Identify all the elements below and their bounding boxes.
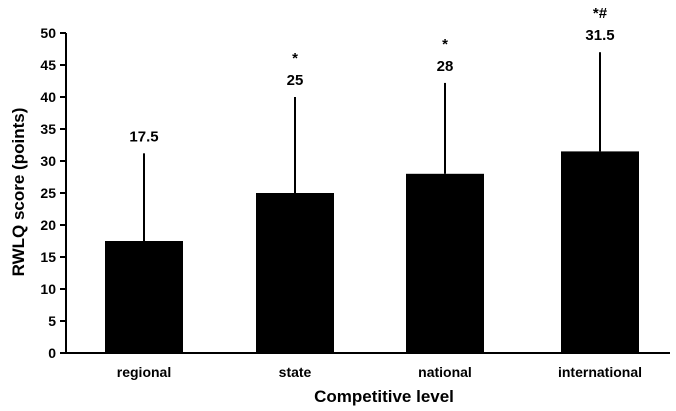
y-tick-label-25: 25	[40, 185, 56, 201]
value-label-international: 31.5	[585, 27, 614, 44]
y-axis: 0 5 10 15 20 25 30 35 40 45 50	[40, 25, 67, 361]
significance-label-state: *	[292, 50, 298, 67]
y-tick-label-15: 15	[40, 249, 56, 265]
y-tick-label-30: 30	[40, 153, 56, 169]
bar-international	[561, 151, 639, 353]
bar-regional	[105, 241, 183, 353]
y-tick-label-45: 45	[40, 57, 56, 73]
x-axis-title: Competitive level	[314, 387, 454, 406]
value-label-national: 28	[437, 58, 454, 75]
x-axis: regional state national international	[66, 352, 670, 380]
value-label-state: 25	[287, 72, 304, 89]
y-tick-label-10: 10	[40, 281, 56, 297]
y-tick-label-50: 50	[40, 25, 56, 41]
bar-state	[256, 193, 334, 353]
y-tick-label-20: 20	[40, 217, 56, 233]
y-tick-label-40: 40	[40, 89, 56, 105]
y-tick-label-35: 35	[40, 121, 56, 137]
bar-national	[406, 173, 484, 353]
x-tick-label-regional: regional	[117, 364, 171, 380]
bar-labels: 17.5 25 * 28 * 31.5 *#	[129, 5, 614, 145]
error-bars	[143, 52, 601, 241]
significance-label-international: *#	[593, 5, 608, 22]
x-tick-label-state: state	[279, 364, 312, 380]
x-tick-label-national: national	[418, 364, 472, 380]
y-axis-title: RWLQ score (points)	[9, 108, 28, 277]
bars	[105, 151, 639, 353]
y-tick-label-0: 0	[48, 345, 56, 361]
y-tick-label-5: 5	[48, 313, 56, 329]
significance-label-national: *	[442, 36, 448, 53]
value-label-regional: 17.5	[129, 128, 158, 145]
x-tick-label-international: international	[558, 364, 642, 380]
